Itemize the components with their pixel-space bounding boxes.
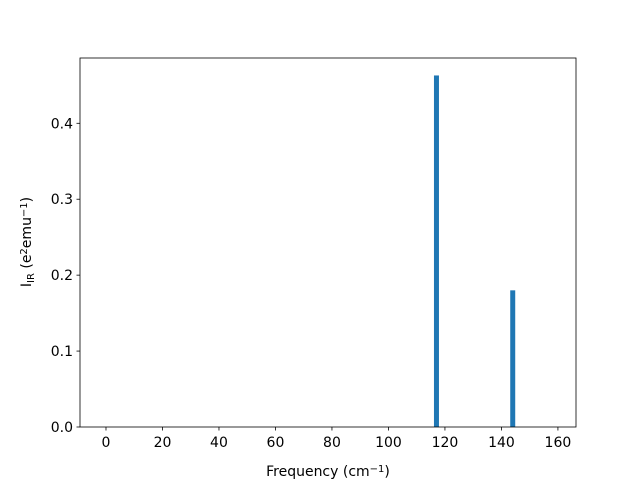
label-part: 2 (19, 248, 30, 254)
label-part: I (19, 283, 35, 287)
label-part: ) (384, 464, 389, 480)
plot-frame (79, 57, 577, 428)
y-tick-label: 0.0 (51, 420, 73, 436)
label-part: emu (19, 217, 35, 248)
y-axis-label: IIR (e2emu−1) (19, 197, 37, 287)
bar (433, 75, 439, 428)
label-part: ) (19, 197, 35, 202)
x-tick-label: 120 (432, 435, 459, 451)
y-tick-label: 0.2 (51, 268, 73, 284)
x-tick-label: 40 (210, 435, 228, 451)
x-tick-label: 140 (488, 435, 515, 451)
label-part: Frequency (cm (266, 464, 370, 480)
x-tick-label: 160 (545, 435, 572, 451)
label-part: (e (19, 255, 35, 274)
label-part: IR (26, 273, 37, 283)
y-tick-label: 0.3 (51, 192, 73, 208)
label-part: −1 (370, 464, 385, 475)
x-axis-label: Frequency (cm−1) (266, 464, 390, 480)
x-tick-label: 100 (375, 435, 402, 451)
x-tick-label: 20 (154, 435, 172, 451)
y-tick-label: 0.1 (51, 344, 73, 360)
x-tick-label: 0 (102, 435, 111, 451)
bar (510, 290, 516, 427)
y-tick-label: 0.4 (51, 116, 73, 132)
label-part: −1 (19, 202, 30, 217)
x-tick-label: 80 (323, 435, 341, 451)
x-tick-label: 60 (267, 435, 285, 451)
